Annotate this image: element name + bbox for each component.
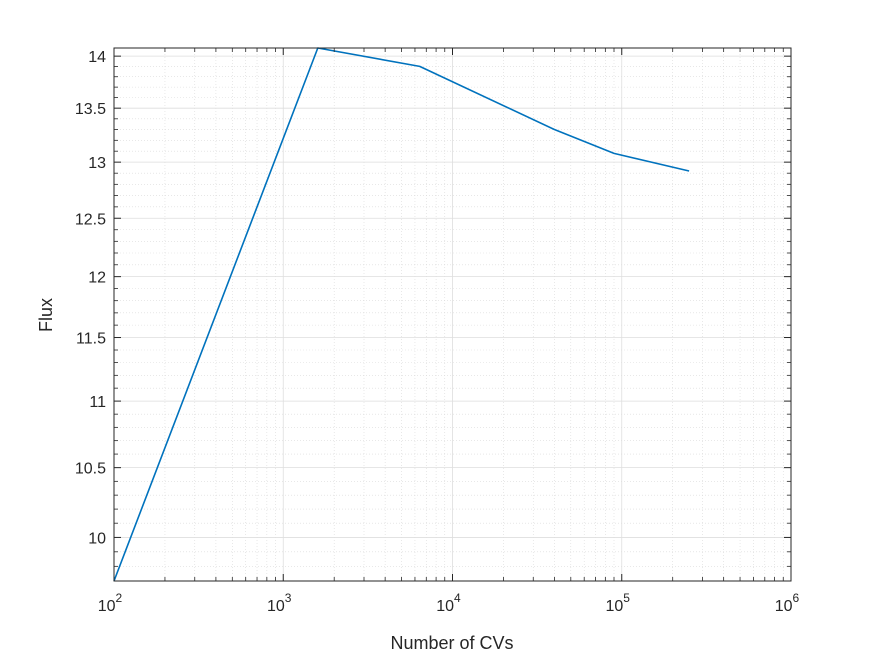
y-tick-label: 12	[88, 270, 106, 287]
y-axis-title: Flux	[36, 298, 56, 332]
y-tick-label: 13	[88, 155, 106, 172]
x-tick-label: 106	[775, 591, 800, 615]
x-tick-label: 105	[606, 591, 631, 615]
x-axis-title: Number of CVs	[390, 633, 513, 653]
x-tick-label: 103	[267, 591, 292, 615]
y-tick-label: 14	[88, 49, 106, 66]
y-tick-labels: 10 10.5 11 11.5 12 12.5 13 13.5 14	[75, 49, 106, 547]
y-tick-label: 12.5	[75, 211, 106, 228]
x-tick-labels: 102 103 104 105 106	[98, 591, 800, 615]
series-line-1	[113, 47, 690, 582]
y-tick-label: 11.5	[76, 331, 106, 348]
series-layer	[113, 47, 690, 582]
y-tick-label: 13.5	[75, 101, 106, 118]
y-tick-label: 10	[88, 530, 106, 547]
x-tick-label: 102	[98, 591, 123, 615]
y-tick-label: 10.5	[75, 461, 106, 478]
y-tick-label: 11	[89, 394, 106, 411]
tick-marks	[113, 48, 792, 582]
minor-grid	[114, 48, 791, 582]
x-tick-label: 104	[436, 591, 461, 615]
